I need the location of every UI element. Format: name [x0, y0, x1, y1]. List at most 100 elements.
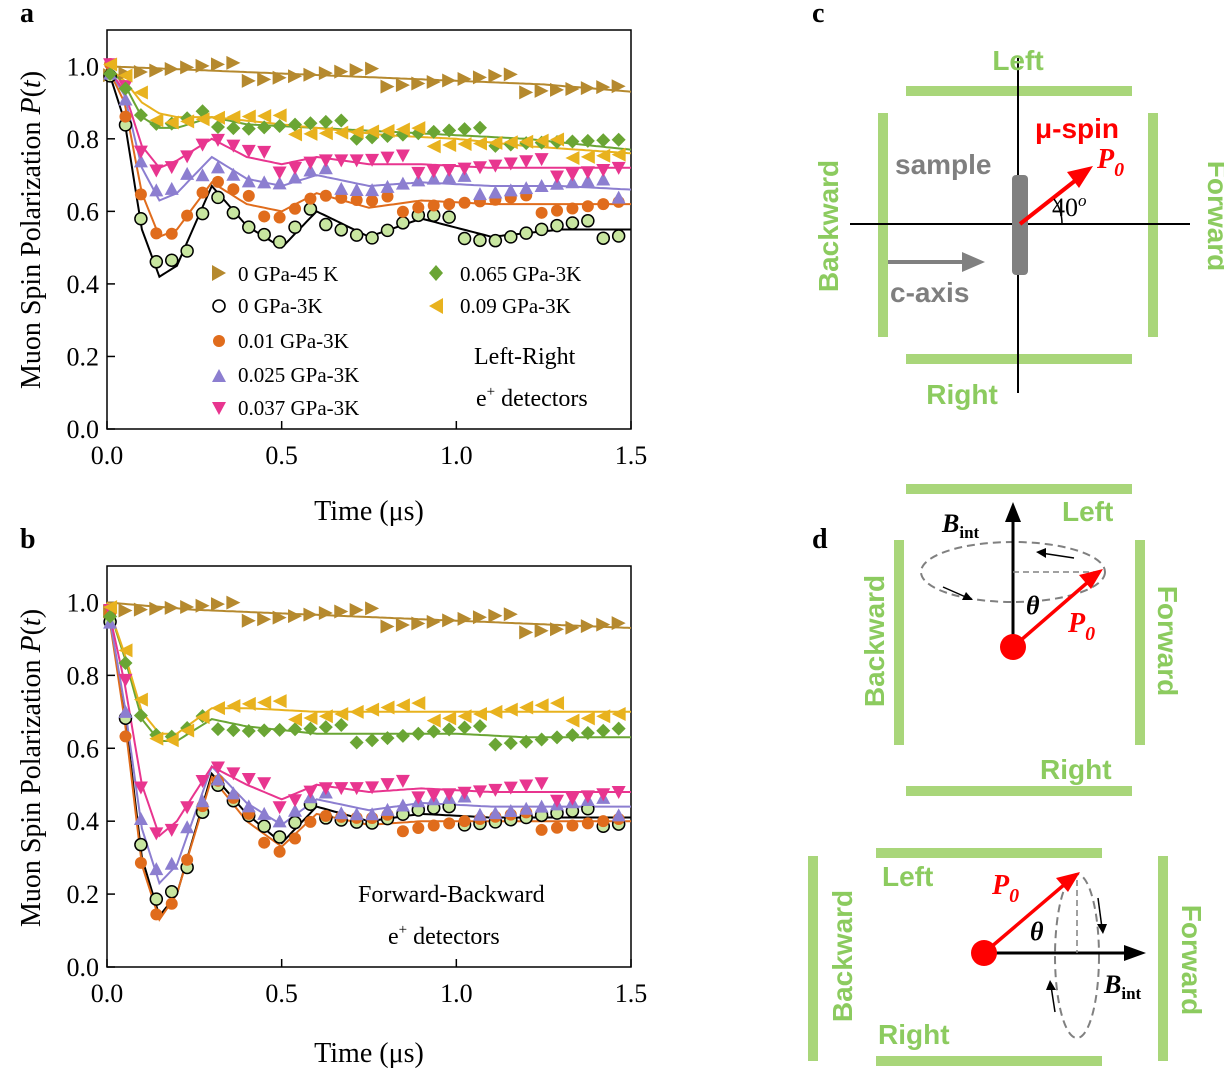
y-tick-label: 1.0: [67, 52, 100, 81]
data-point-b-3: [349, 807, 364, 821]
data-point-a-0: [534, 83, 549, 98]
p0-label-c: P0: [1096, 144, 1124, 181]
data-point-b-6: [272, 694, 287, 709]
data-point-a-3: [503, 183, 518, 197]
data-point-a-4: [241, 144, 256, 158]
polarization-arrow-c: [1018, 178, 1078, 226]
detector-bar-left-d1: [906, 484, 1132, 494]
data-point-b-3: [395, 798, 410, 812]
data-point-b-6: [288, 712, 303, 727]
data-point-b-5: [257, 723, 272, 738]
sample-label: sample: [895, 149, 992, 180]
polarization-arrow-d2: [982, 882, 1067, 955]
data-point-a-1: [164, 253, 179, 268]
detector-bar-forward-d1: [1135, 540, 1145, 745]
data-point-a-3: [365, 183, 380, 197]
data-point-b-1: [149, 892, 164, 906]
data-point-b-4: [596, 788, 611, 802]
diagram-panel-d-bottom: Left Right Backward Forward Bint θ P0: [808, 848, 1207, 1066]
data-point-b-2: [566, 819, 579, 832]
annotation-a-line1: Left-Right: [474, 344, 576, 370]
data-point-b-6: [472, 707, 487, 722]
data-point-a-4: [534, 153, 549, 167]
data-point-a-0: [442, 73, 457, 88]
data-point-a-4: [411, 166, 426, 180]
data-point-b-5: [103, 609, 118, 624]
data-point-b-4: [349, 782, 364, 796]
detector-bar-left-d2: [876, 848, 1102, 858]
data-point-b-4: [272, 801, 287, 815]
data-point-b-2: [165, 897, 178, 910]
data-point-a-6: [118, 68, 133, 83]
data-point-a-4: [318, 154, 333, 168]
data-point-a-3: [164, 181, 179, 195]
data-point-a-3: [534, 178, 549, 192]
data-point-b-5: [334, 717, 349, 732]
fit-curve-b-6: [106, 602, 631, 735]
data-point-a-1: [365, 231, 379, 245]
data-point-b-6: [565, 713, 580, 728]
fit-curve-b-0: [106, 601, 632, 629]
detector-label-forward-c: Forward: [1202, 161, 1224, 271]
data-point-a-6: [596, 148, 611, 163]
data-point-b-4: [457, 786, 472, 800]
data-point-a-0: [334, 64, 349, 79]
data-point-b-5: [395, 728, 410, 743]
data-point-a-6: [288, 127, 303, 142]
data-point-b-0: [411, 616, 426, 631]
data-point-b-6: [519, 700, 534, 715]
data-point-b-0: [241, 613, 256, 628]
y-tick-label: 0.6: [67, 734, 100, 763]
data-point-a-3: [596, 172, 611, 186]
data-point-b-1: [257, 819, 271, 834]
data-point-b-6: [611, 707, 626, 722]
data-point-a-2: [535, 206, 548, 219]
data-point-a-0: [580, 81, 595, 96]
data-point-b-5: [349, 735, 364, 750]
data-point-a-3: [334, 181, 349, 195]
sample-crystal: [1012, 175, 1028, 275]
data-point-a-1: [581, 214, 595, 228]
data-point-a-1: [473, 233, 487, 248]
data-point-b-2: [134, 856, 147, 869]
data-point-b-2: [181, 853, 194, 866]
fit-curve-a-0: [106, 65, 632, 93]
data-point-b-2: [258, 836, 271, 849]
data-point-b-6: [257, 695, 272, 710]
data-point-b-4: [565, 792, 580, 806]
data-point-b-3: [257, 806, 272, 820]
data-point-b-5: [442, 722, 457, 737]
data-point-a-1: [550, 218, 564, 233]
data-point-b-4: [257, 777, 272, 791]
data-point-b-6: [195, 710, 210, 725]
data-point-a-3: [241, 174, 256, 188]
muon-dot-d2: [971, 940, 997, 966]
data-point-b-5: [318, 720, 333, 735]
data-point-a-1: [180, 244, 194, 258]
data-point-b-1: [164, 885, 179, 899]
data-point-a-0: [519, 85, 534, 100]
theta-label-d1: θ: [1026, 591, 1040, 620]
data-point-a-3: [257, 175, 272, 189]
data-point-b-0: [365, 601, 380, 616]
data-point-b-6: [534, 698, 549, 713]
legend-item-6: 0.09 GPa-3K: [429, 294, 571, 318]
mu-spin-label: μ-spin: [1035, 113, 1119, 144]
diagram-panel-d-top: Left Right Backward Forward Bint θ P0: [859, 484, 1183, 796]
data-point-a-0: [164, 61, 179, 76]
data-point-b-2: [273, 845, 286, 858]
chart-panel-a: 0.0 0.5 1.0 1.5 0.0 0.2 0.4 0.6 0.8 1.0 Muon Spin…: [16, 29, 647, 527]
data-point-b-0: [488, 608, 503, 623]
data-point-b-0: [349, 602, 364, 617]
data-point-a-4: [133, 145, 148, 159]
data-point-a-4: [596, 164, 611, 178]
y-tick-label: 1.0: [67, 588, 100, 617]
detector-bar-backward-d2: [808, 856, 818, 1061]
x-axis-title-a: Time (μs): [314, 496, 424, 527]
data-point-b-6: [303, 711, 318, 726]
legend-item-4: 0.037 GPa-3K: [212, 396, 359, 420]
data-point-b-5: [488, 737, 503, 752]
data-point-a-6: [195, 112, 210, 127]
data-point-a-1: [611, 229, 626, 243]
legend-item-3: 0.025 GPa-3K: [212, 363, 359, 387]
